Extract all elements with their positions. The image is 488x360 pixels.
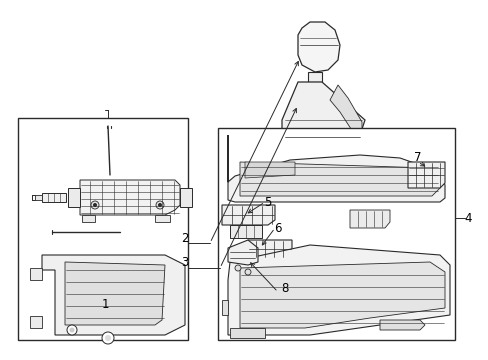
Circle shape	[156, 201, 163, 209]
Polygon shape	[68, 188, 80, 207]
Text: 6: 6	[274, 221, 281, 234]
Circle shape	[93, 203, 97, 207]
Text: 4: 4	[463, 212, 471, 225]
Polygon shape	[240, 162, 439, 196]
Bar	[218, 128, 454, 340]
Circle shape	[67, 325, 77, 335]
Circle shape	[69, 328, 74, 333]
Circle shape	[105, 335, 111, 341]
Polygon shape	[349, 210, 389, 228]
Polygon shape	[227, 245, 449, 335]
Circle shape	[102, 332, 114, 344]
Bar	[30, 316, 42, 328]
Polygon shape	[229, 328, 264, 338]
Text: 3: 3	[181, 256, 188, 270]
Polygon shape	[227, 135, 444, 202]
Circle shape	[158, 203, 162, 207]
Polygon shape	[65, 262, 164, 325]
Polygon shape	[35, 195, 42, 200]
Polygon shape	[80, 180, 180, 215]
Circle shape	[91, 201, 99, 209]
Polygon shape	[229, 225, 262, 238]
Polygon shape	[407, 162, 444, 188]
Circle shape	[244, 269, 250, 275]
Polygon shape	[42, 193, 66, 202]
Polygon shape	[155, 215, 170, 222]
Polygon shape	[240, 262, 444, 328]
Text: 1: 1	[101, 298, 108, 311]
Text: 2: 2	[181, 231, 188, 244]
Polygon shape	[247, 240, 291, 258]
Polygon shape	[297, 22, 339, 72]
Polygon shape	[42, 255, 184, 335]
Polygon shape	[379, 320, 424, 330]
Polygon shape	[30, 268, 42, 280]
Polygon shape	[227, 240, 258, 265]
Bar	[18, 118, 187, 340]
Circle shape	[235, 265, 241, 271]
Polygon shape	[269, 135, 374, 152]
Polygon shape	[222, 300, 227, 315]
Polygon shape	[329, 85, 361, 135]
Text: 7: 7	[413, 150, 421, 163]
Polygon shape	[222, 205, 274, 225]
Text: 8: 8	[281, 282, 288, 294]
Polygon shape	[180, 188, 192, 207]
Polygon shape	[82, 215, 95, 222]
Polygon shape	[307, 72, 321, 82]
Polygon shape	[282, 82, 364, 135]
Polygon shape	[244, 162, 294, 178]
Text: 5: 5	[264, 195, 271, 208]
